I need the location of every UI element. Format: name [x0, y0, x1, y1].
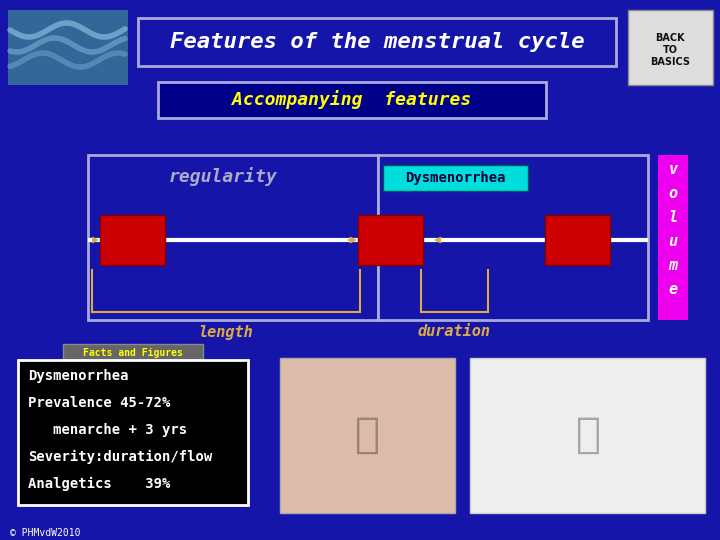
- Text: Dysmenorrhea: Dysmenorrhea: [28, 369, 128, 383]
- Text: BACK
TO
BASICS: BACK TO BASICS: [650, 33, 690, 66]
- Text: Analgetics    39%: Analgetics 39%: [28, 477, 171, 491]
- Bar: [383, 165, 528, 191]
- Bar: [358, 215, 423, 265]
- Text: length: length: [199, 325, 253, 340]
- Bar: [378, 155, 648, 320]
- Text: © PHMvdW2010: © PHMvdW2010: [10, 528, 81, 538]
- Bar: [628, 10, 713, 85]
- Bar: [658, 155, 688, 320]
- Bar: [158, 82, 546, 118]
- Text: v: v: [668, 161, 678, 177]
- Text: 📷: 📷: [354, 414, 379, 456]
- Text: Features of the menstrual cycle: Features of the menstrual cycle: [170, 32, 585, 52]
- Bar: [138, 18, 616, 66]
- Text: Dysmenorrhea: Dysmenorrhea: [405, 171, 505, 185]
- Bar: [88, 155, 378, 320]
- Text: u: u: [668, 233, 678, 248]
- Text: Accompanying  features: Accompanying features: [233, 91, 472, 110]
- Text: m: m: [668, 258, 678, 273]
- Text: menarche + 3 yrs: menarche + 3 yrs: [28, 423, 187, 437]
- Text: o: o: [668, 186, 678, 200]
- Text: duration: duration: [418, 325, 491, 340]
- Text: l: l: [668, 210, 678, 225]
- Text: e: e: [668, 281, 678, 296]
- Text: Severity:duration/flow: Severity:duration/flow: [28, 450, 212, 464]
- Bar: [18, 360, 248, 505]
- Text: Facts and Figures: Facts and Figures: [83, 348, 183, 358]
- Bar: [470, 358, 705, 513]
- Bar: [100, 215, 165, 265]
- Text: regularity: regularity: [168, 167, 277, 186]
- Bar: [545, 215, 610, 265]
- Bar: [280, 358, 455, 513]
- Bar: [63, 344, 203, 362]
- Text: 💊: 💊: [575, 414, 600, 456]
- Bar: [8, 10, 128, 85]
- Text: Prevalence 45-72%: Prevalence 45-72%: [28, 396, 171, 410]
